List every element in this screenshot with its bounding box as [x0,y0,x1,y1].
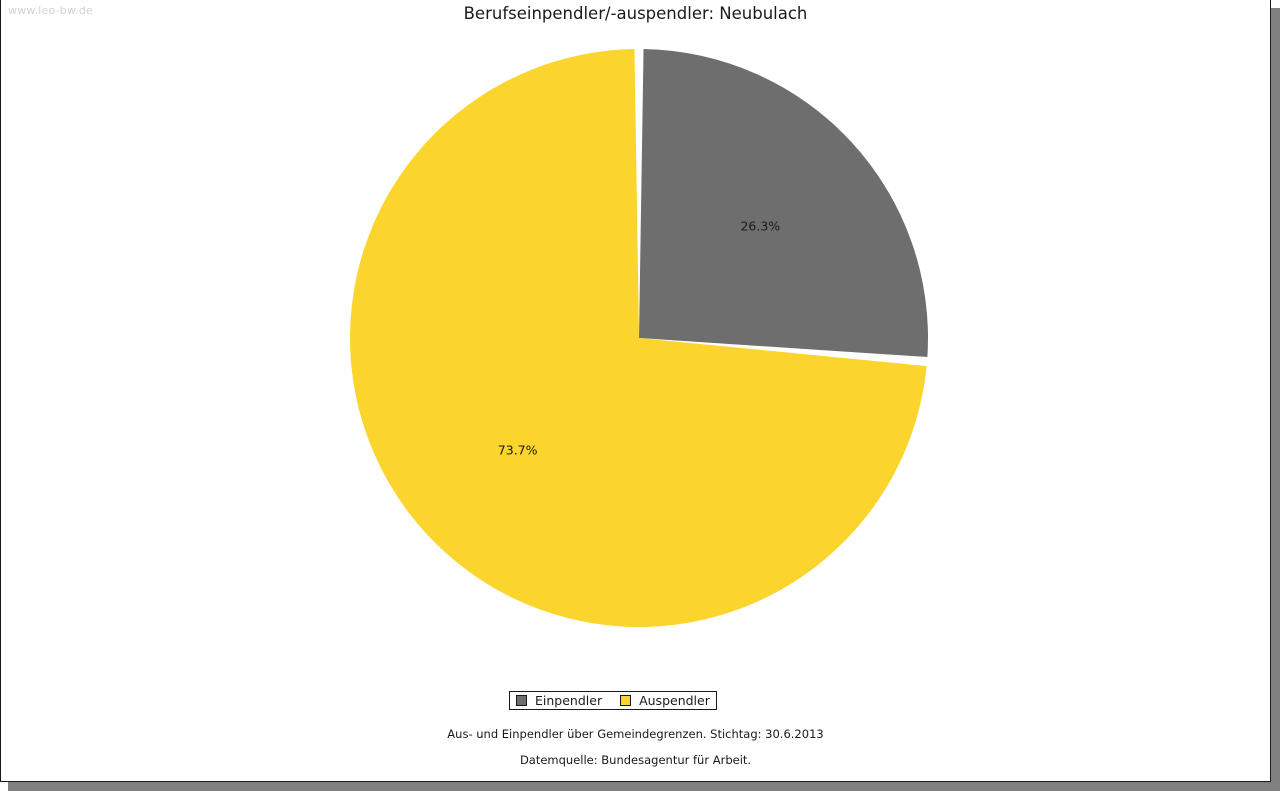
pie-chart: 26.3% 73.7% [349,49,928,628]
legend-label-auspendler: Auspendler [639,693,710,708]
legend-item-auspendler[interactable]: Auspendler [620,692,710,709]
legend-swatch-icon-einpendler [516,695,527,706]
legend-item-einpendler[interactable]: Einpendler [516,692,602,709]
footnote-source-note: Aus- und Einpendler über Gemeindegrenzen… [447,727,824,741]
pie-slice-einpendler[interactable] [639,49,928,358]
pie-slice-label-einpendler: 26.3% [740,219,780,234]
chart-legend: Einpendler Auspendler [509,691,717,710]
watermark-label: www.leo-bw.de [8,4,94,17]
pie-slices [349,49,928,628]
footnote-data-source: Datemquelle: Bundesagentur für Arbeit. [519,753,752,767]
legend-swatch-icon-auspendler [620,695,632,706]
legend-label-einpendler: Einpendler [535,693,603,708]
pie-chart-svg: 26.3% 73.7% [349,49,928,628]
pie-slice-label-auspendler: 73.7% [498,442,538,457]
page-title: Berufseinpendler/-auspendler: Neubulach [463,4,808,23]
pie-slice-auspendler[interactable] [349,49,927,628]
pie-slice-labels: 26.3% 73.7% [498,219,781,458]
